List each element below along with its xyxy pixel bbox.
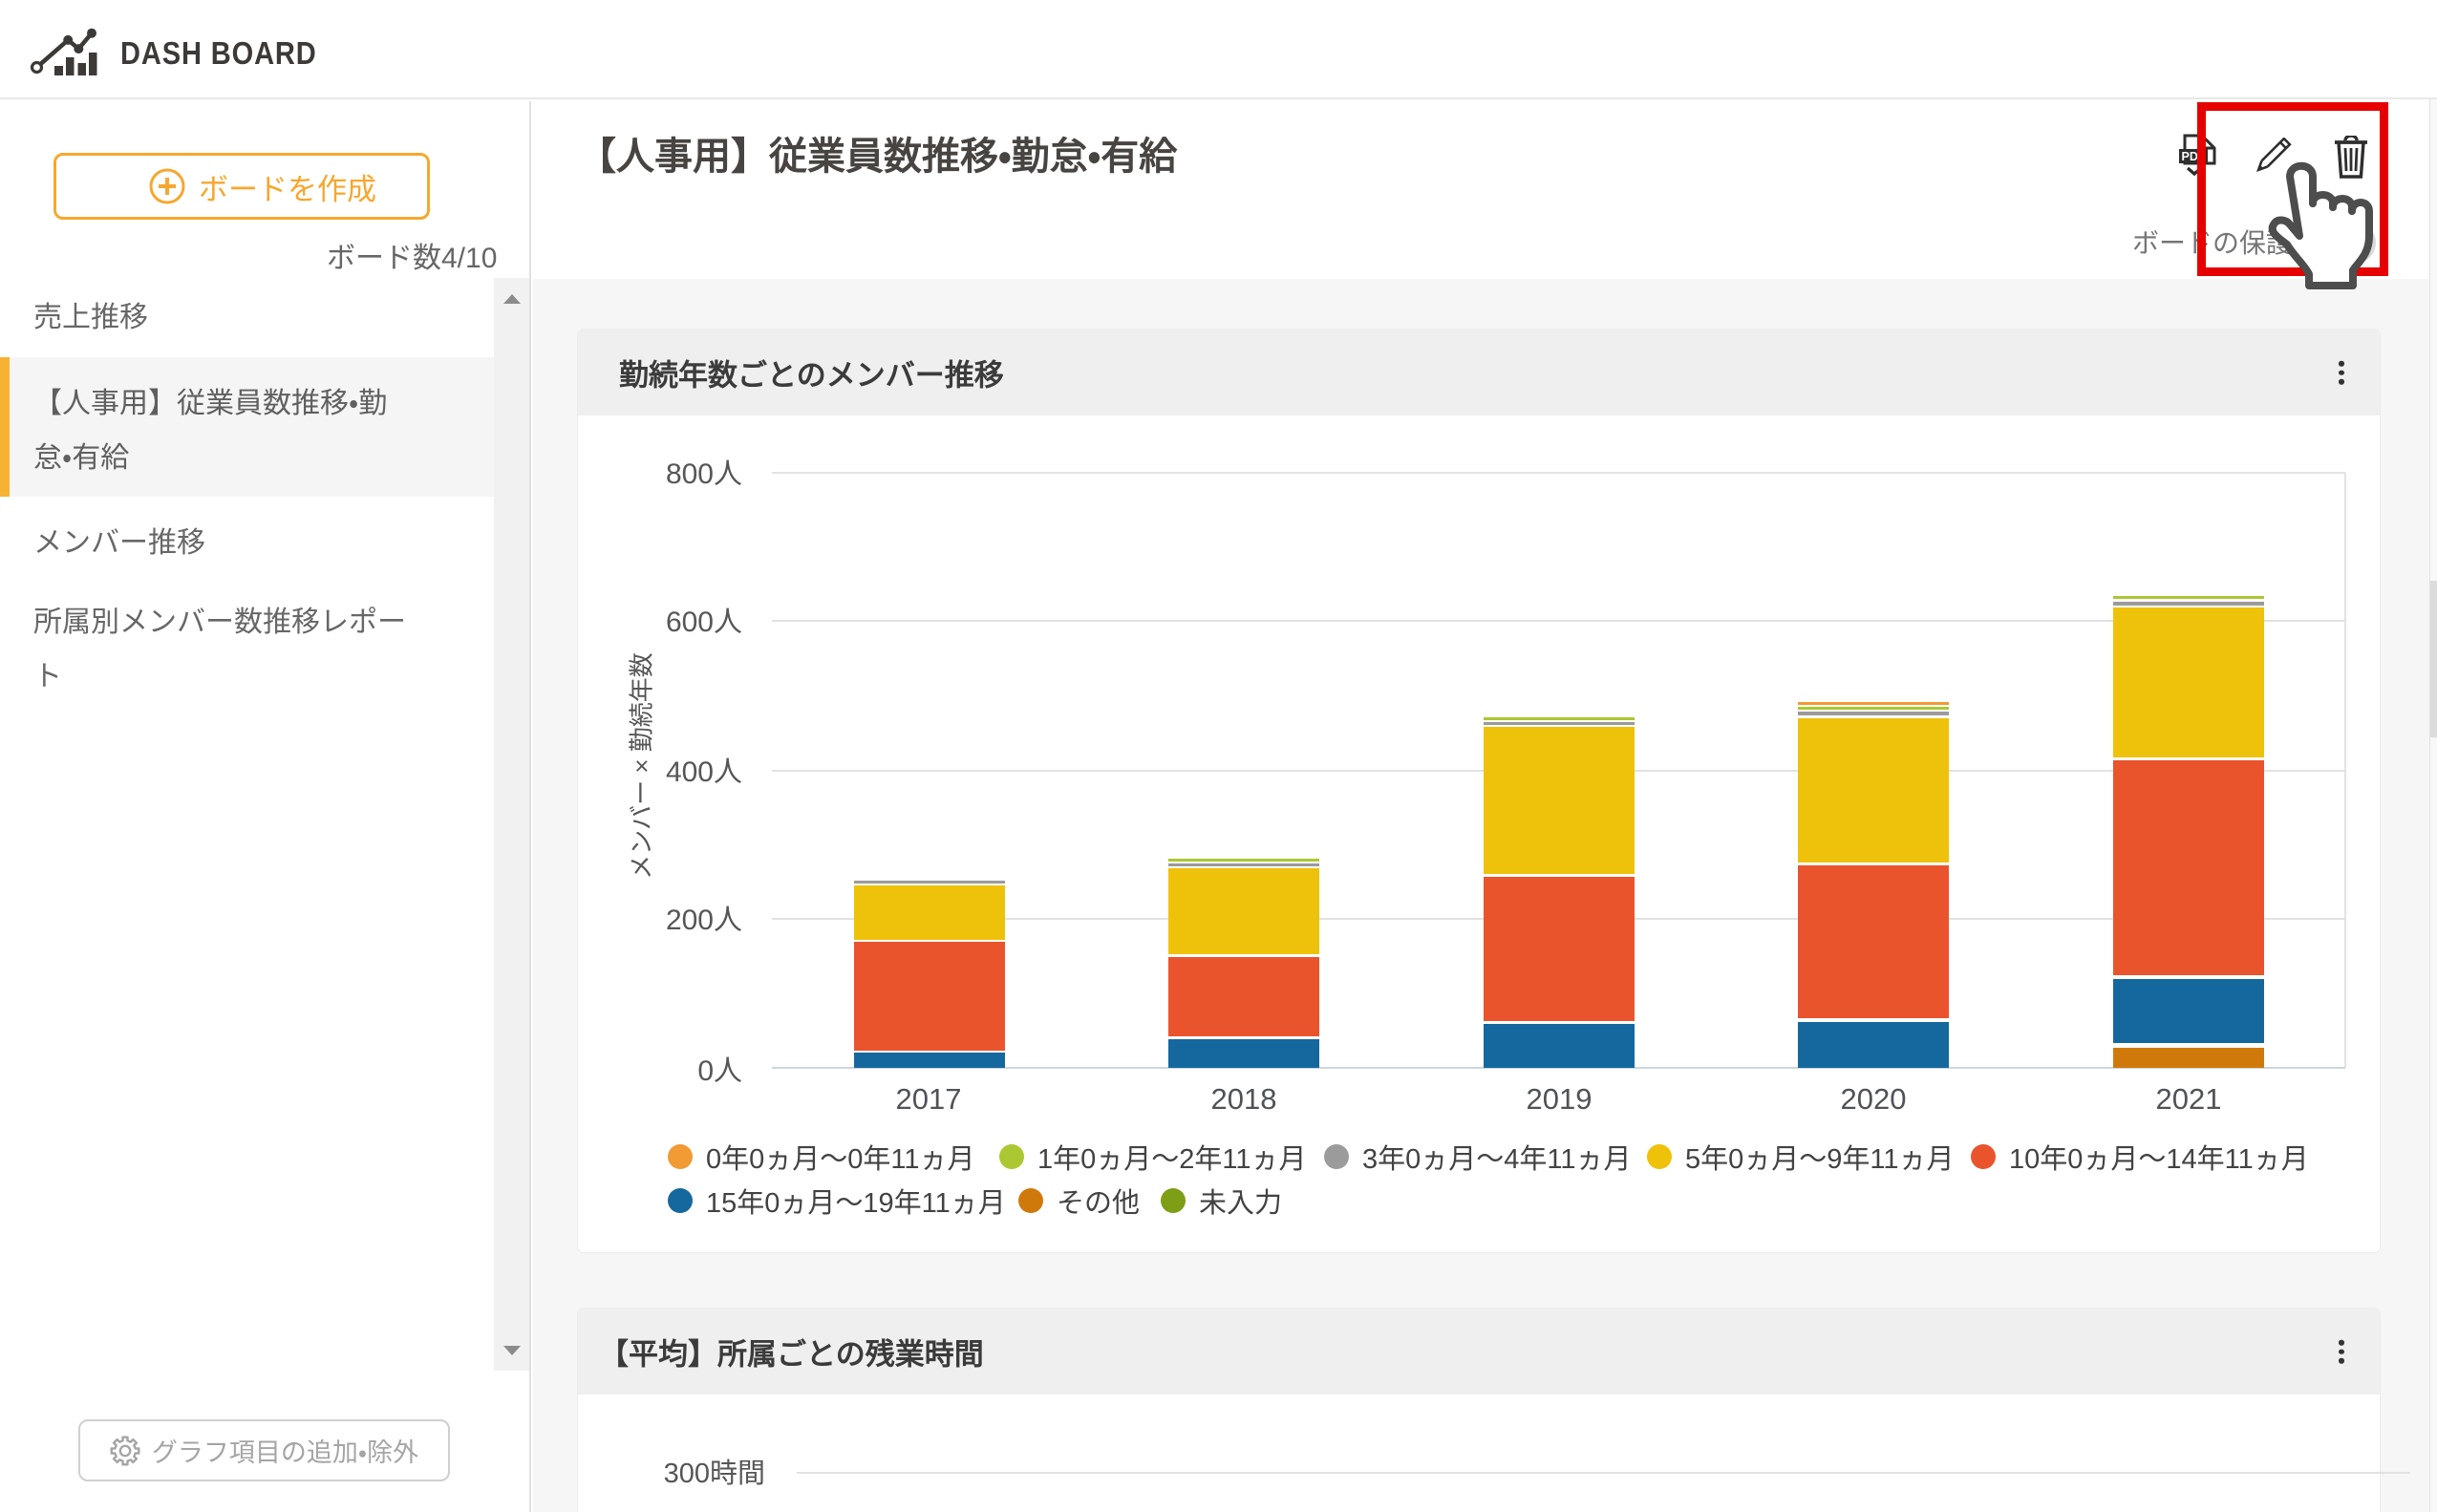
svg-text:2019: 2019 [1527, 1082, 1593, 1116]
svg-text:200人: 200人 [666, 905, 742, 936]
svg-text:0人: 0人 [697, 1055, 742, 1087]
svg-text:600人: 600人 [666, 607, 742, 638]
svg-text:400人: 400人 [666, 756, 742, 788]
svg-text:2018: 2018 [1211, 1082, 1277, 1116]
svg-text:2017: 2017 [896, 1082, 962, 1116]
svg-text:800人: 800人 [666, 458, 742, 490]
svg-text:2021: 2021 [2156, 1082, 2222, 1116]
svg-text:2020: 2020 [1841, 1082, 1907, 1116]
svg-text:300時間: 300時間 [664, 1458, 765, 1489]
